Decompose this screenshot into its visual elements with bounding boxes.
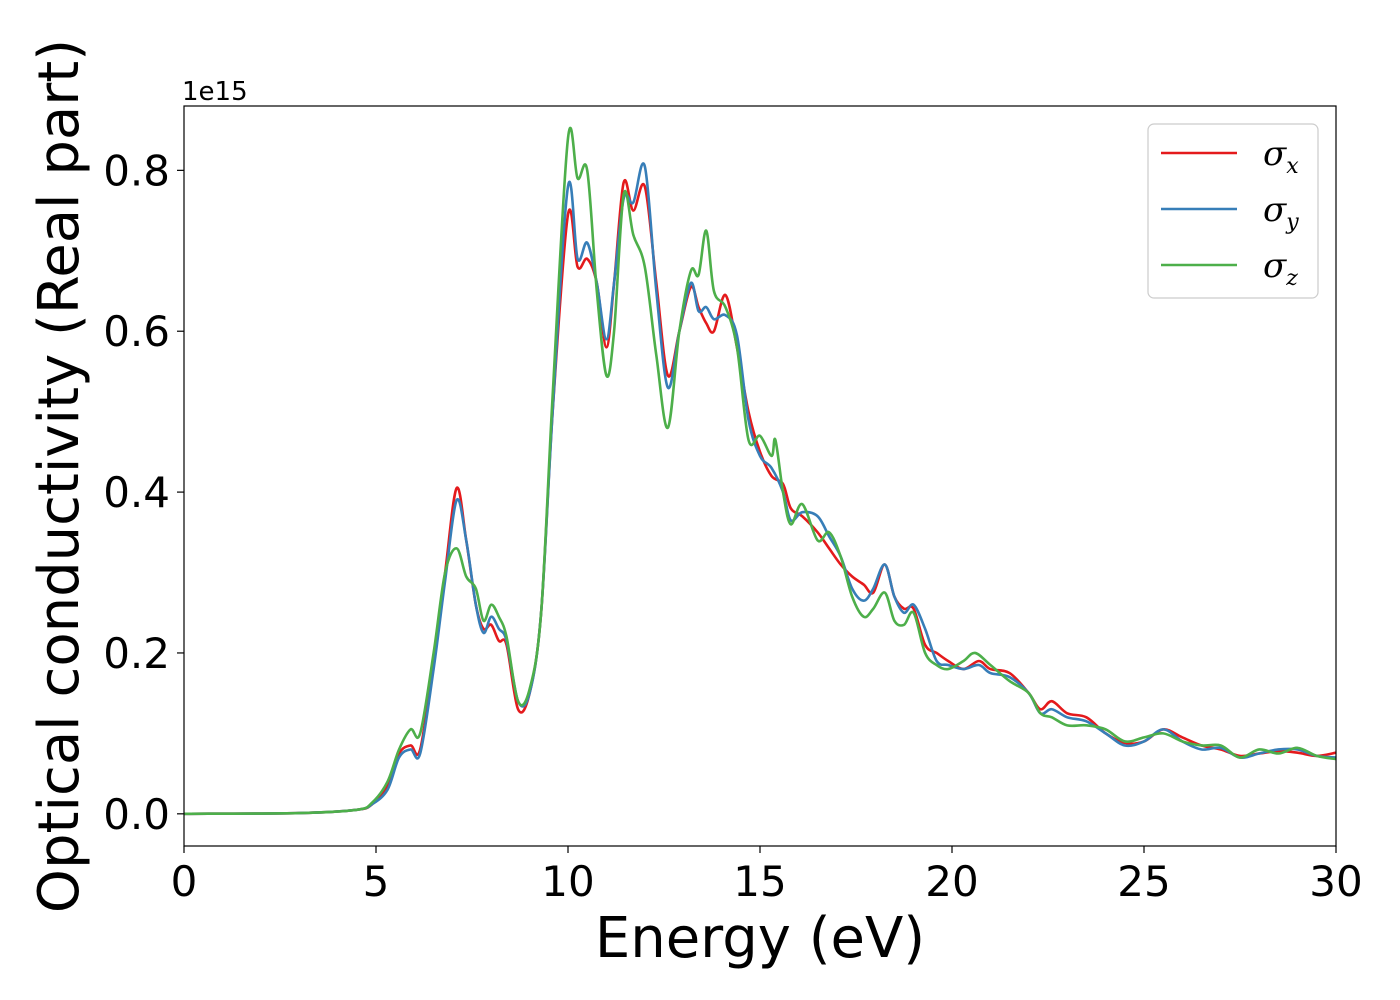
x-tick-label: 10 (541, 857, 594, 906)
y-tick-label: 0.2 (103, 629, 170, 678)
series-line-z (184, 126, 1336, 816)
x-axis-ticks: 0 5 10 15 20 25 30 (171, 846, 1363, 906)
y-axis-title: Optical conductivity (Real part) (27, 39, 92, 913)
y-tick-label: 0.0 (103, 790, 170, 839)
series-line-y (184, 162, 1336, 816)
y-axis-ticks: 0.0 0.2 0.4 0.6 0.8 (103, 146, 184, 839)
x-tick-label: 30 (1309, 857, 1362, 906)
x-tick-label: 25 (1117, 857, 1170, 906)
legend-box (1147, 123, 1319, 299)
x-tick-label: 5 (363, 857, 390, 906)
y-tick-label: 0.6 (103, 307, 170, 356)
series-lines (184, 126, 1336, 816)
x-tick-label: 0 (171, 857, 198, 906)
x-tick-label: 20 (925, 857, 978, 906)
y-tick-label: 0.4 (103, 468, 170, 517)
y-offset-label: 1e15 (182, 77, 248, 107)
x-tick-label: 15 (733, 857, 786, 906)
y-tick-label: 0.8 (103, 146, 170, 195)
legend-label-x: σx (1263, 134, 1299, 179)
x-axis-title: Energy (eV) (595, 906, 925, 971)
